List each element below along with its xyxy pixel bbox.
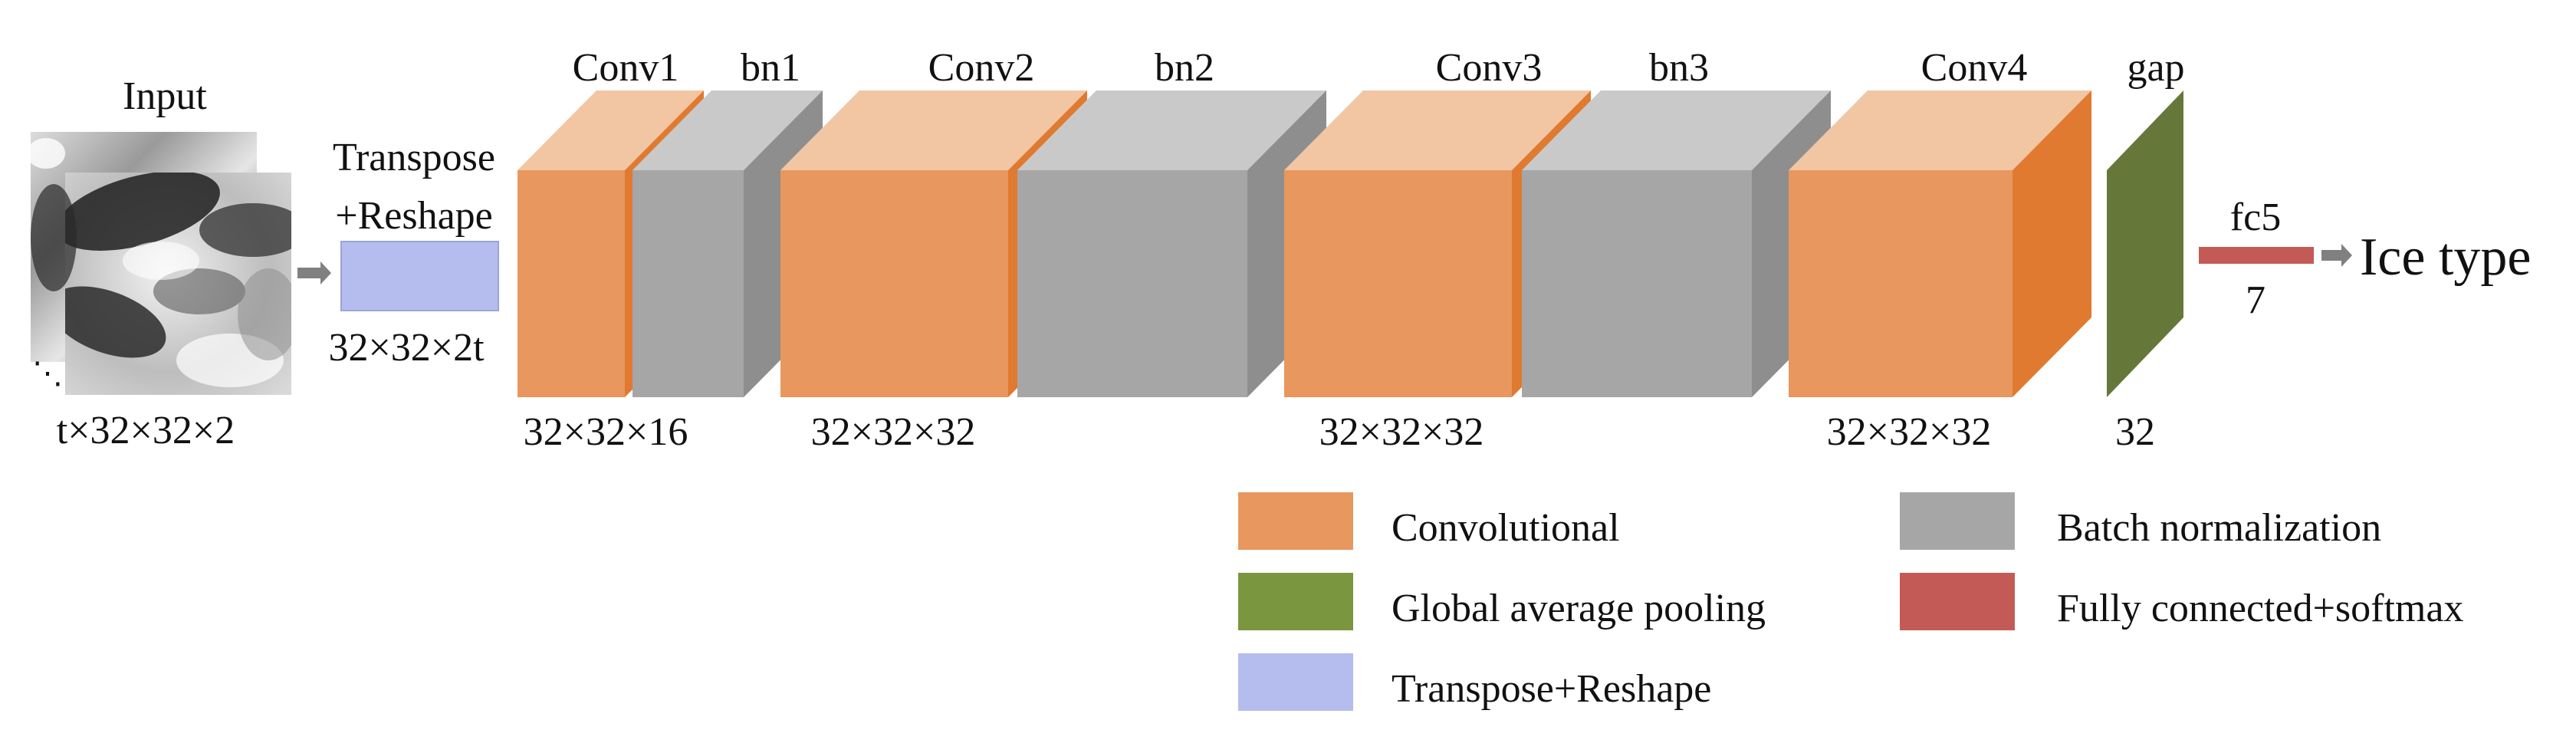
conv1-label: Conv1 [573, 46, 679, 90]
legend-fc-swatch [1900, 573, 2015, 630]
bn3-block [1522, 90, 1831, 397]
legend: Convolutional Batch normalization Global… [1238, 492, 2463, 711]
bn1-label: bn1 [741, 46, 800, 90]
input-image-stack [27, 132, 291, 395]
reshape-label-line2: +Reshape [335, 194, 493, 238]
conv3-label: Conv3 [1436, 46, 1543, 90]
bn2-label: bn2 [1155, 46, 1214, 90]
conv4-label: Conv4 [1921, 46, 2028, 90]
legend-reshape-label: Transpose+Reshape [1392, 667, 1711, 711]
legend-gap-label: Global average pooling [1392, 587, 1766, 630]
legend-gap-swatch [1238, 573, 1353, 630]
arrow-to-reshape [297, 261, 331, 284]
reshape-label-line1: Transpose [333, 136, 495, 179]
legend-conv-swatch [1238, 492, 1353, 550]
fc5-block [2199, 247, 2314, 264]
legend-conv-label: Convolutional [1392, 506, 1620, 550]
legend-reshape-swatch [1238, 653, 1353, 711]
legend-fc-label: Fully connected+softmax [2057, 587, 2463, 630]
bn2-block [1017, 90, 1326, 397]
input-dims: t×32×32×2 [57, 409, 235, 452]
bn3-label: bn3 [1649, 46, 1709, 90]
conv2-label: Conv2 [928, 46, 1035, 90]
conv1-dims: 32×32×16 [524, 410, 688, 454]
legend-bn-swatch [1900, 492, 2015, 550]
arrow-to-output [2321, 244, 2352, 267]
input-front-texture [65, 173, 291, 387]
fc5-label: fc5 [2230, 196, 2281, 239]
gap-dims: 32 [2115, 410, 2155, 454]
conv4-dims: 32×32×32 [1827, 410, 1992, 454]
legend-bn-label: Batch normalization [2057, 506, 2381, 550]
fc5-dims: 7 [2246, 278, 2266, 322]
gap-label: gap [2127, 46, 2184, 90]
conv2-dims: 32×32×32 [811, 410, 976, 454]
gap-block [2107, 90, 2183, 397]
conv4-block [1789, 90, 2091, 397]
input-ellipsis: ⋱ [32, 356, 63, 390]
reshape-dims: 32×32×2t [328, 326, 485, 370]
input-title: Input [123, 74, 207, 118]
conv3-dims: 32×32×32 [1319, 410, 1484, 454]
output-label: Ice type [2360, 228, 2531, 287]
reshape-block [340, 241, 499, 311]
